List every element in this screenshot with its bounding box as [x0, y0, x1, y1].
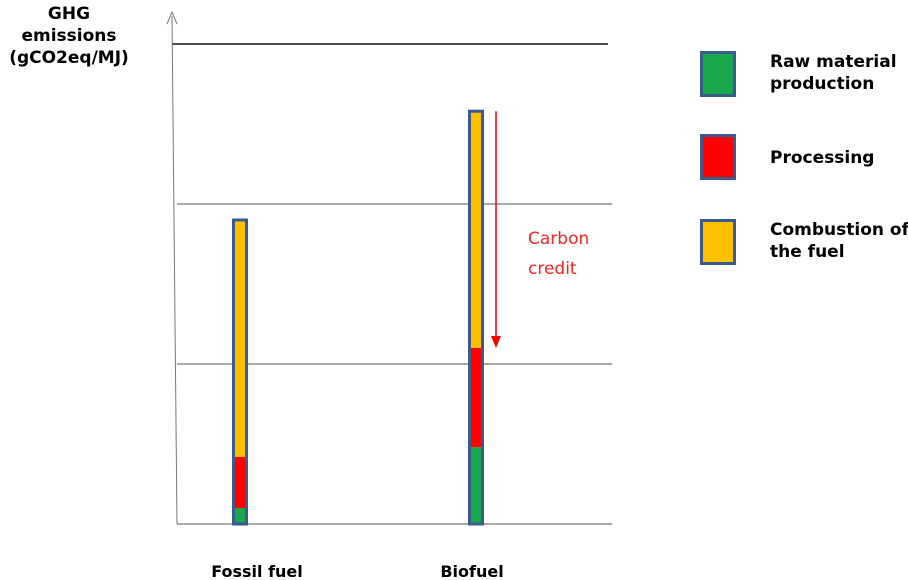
axes	[166, 10, 612, 525]
legend-label-processing: Processing	[770, 148, 875, 168]
bar-segment-0-0	[233, 508, 247, 524]
y-axis-label: GHG emissions (gCO2eq/MJ)	[9, 4, 129, 68]
bar-segment-1-2	[469, 111, 483, 348]
category-labels: Fossil fuel Biofuel	[211, 562, 503, 580]
annotation-line-2: credit	[528, 259, 577, 279]
arrow-head	[491, 336, 501, 348]
legend-label-combustion: Combustion of the fuel	[770, 220, 908, 262]
bar-outline-0	[232, 218, 248, 526]
bars	[232, 109, 484, 526]
legend-item-processing: Processing	[700, 134, 908, 180]
bar-segment-1-1	[469, 348, 483, 448]
y-axis-arrowhead	[166, 10, 178, 25]
legend-item-raw-material: Raw material production	[700, 51, 908, 97]
category-label-1: Biofuel	[440, 562, 503, 580]
legend-item-combustion: Combustion of the fuel	[700, 219, 908, 265]
carbon-credit-arrow	[491, 111, 501, 348]
category-label-0: Fossil fuel	[211, 562, 303, 580]
annotation-line-1: Carbon	[528, 229, 590, 249]
bar-segment-1-0	[469, 447, 483, 524]
carbon-credit-annotation: Carbon credit	[528, 224, 589, 284]
legend-swatch-raw-material	[700, 51, 736, 97]
y-axis-line	[171, 15, 178, 525]
legend-swatch-processing	[700, 134, 736, 180]
legend-swatch-combustion	[700, 219, 736, 265]
bar-segment-0-2	[233, 220, 247, 457]
bar-outline-1	[468, 109, 484, 526]
legend-label-raw-material: Raw material production	[770, 52, 897, 94]
grid-lines	[172, 43, 612, 365]
bar-segment-0-1	[233, 456, 247, 508]
